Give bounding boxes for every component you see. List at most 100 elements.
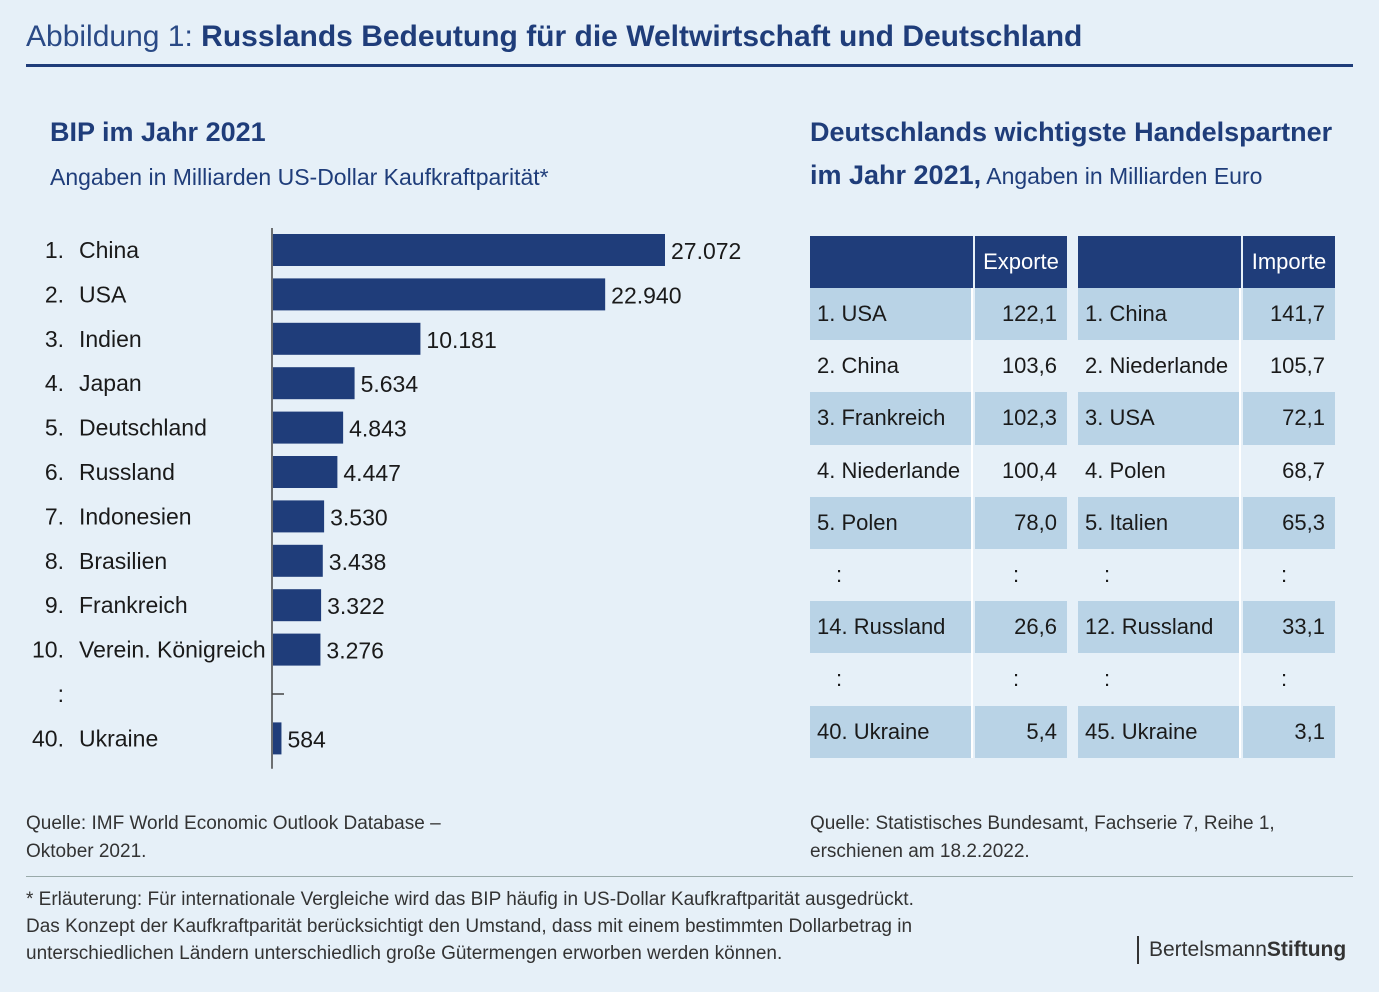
table-title-bold: im Jahr 2021, [810,160,982,190]
imports-country-cell: 2. Niederlande [1078,340,1241,393]
imports-header: Importe [1243,236,1335,288]
left-source-line1: Quelle: IMF World Economic Outlook Datab… [26,813,441,834]
imports-value-cell: 33,1 [1243,601,1335,654]
exports-value-cell: 5,4 [975,705,1067,758]
rank-label: 9. [45,592,64,618]
rank-label: 6. [45,459,64,485]
bar [273,589,322,622]
rank-label: 40. [32,725,64,751]
footer-rule [26,876,1353,877]
value-label: 10.181 [426,327,496,353]
imports-country-cell: 1. China [1078,288,1241,341]
exports-value-cell: : [975,653,1067,706]
category-label: Indonesien [79,503,192,529]
category-label: China [79,237,139,263]
category-label: Deutschland [79,415,207,441]
bar-chart-subtitle: Angaben in Milliarden US-Dollar Kaufkraf… [50,164,549,190]
imports-country-cell: : [1078,653,1241,706]
category-label: USA [79,281,127,307]
imports-value-cell: 141,7 [1243,288,1335,341]
imports-value-cell: : [1243,549,1335,602]
imports-value-cell: 105,7 [1243,340,1335,393]
figure-title: Russlands Bedeutung für die Weltwirtscha… [201,20,1083,53]
rank-label: 7. [45,503,64,529]
value-label: 3.276 [326,638,384,664]
brand-part2: Stiftung [1266,938,1347,961]
exports-country-cell: 2. China [810,340,973,393]
category-label: Verein. Königreich [79,637,266,663]
exports-country-cell: 3. Frankreich [810,392,973,445]
right-source-line2: erschienen am 18.2.2022. [810,841,1030,862]
bar [273,367,355,400]
value-label: 22.940 [611,282,681,308]
value-label: 3.322 [327,593,385,619]
exports-value-cell: 78,0 [975,496,1067,549]
exports-header: Exporte [975,236,1067,288]
value-label: 584 [287,726,326,752]
exports-value-cell: 122,1 [975,288,1067,341]
value-label: 3.438 [329,549,387,575]
imports-value-cell: 3,1 [1243,705,1335,758]
imports-value-cell: 68,7 [1243,444,1335,497]
exports-value-cell: 26,6 [975,601,1067,654]
footnote: * Erläuterung: Für internationale Vergle… [26,886,1026,967]
rank-label: 1. [45,237,64,263]
bar [273,722,282,755]
bar [273,633,321,666]
value-label: 27.072 [671,238,741,264]
imports-country-cell: 3. USA [1078,392,1241,445]
bar [273,278,606,311]
bar [273,456,338,488]
rank-label: 10. [32,637,64,663]
gdp-bar-chart: 1. China 27.072 2. USA 22.940 3. Indien 10.181 4.… [32,228,741,769]
header-rule [26,64,1353,67]
bar [273,544,323,577]
imports-value-cell: : [1243,653,1335,706]
right-source-line1: Quelle: Statistisches Bundesamt, Fachser… [810,813,1275,834]
figure-number: Abbildung 1: [26,20,193,53]
exports-value-cell: : [975,549,1067,602]
footnote-line3: unterschiedlichen Ländern unterschiedlic… [26,943,783,964]
exports-country-cell: 14. Russland [810,601,973,654]
exports-country-cell: 40. Ukraine [810,705,973,758]
brand-logo: BertelsmannStiftung [1137,936,1346,964]
value-label: 4.447 [343,460,401,486]
left-source: Quelle: IMF World Economic Outlook Datab… [26,810,441,866]
exports-country-cell: : [810,653,973,706]
exports-value-cell: 102,3 [975,392,1067,445]
bar [273,500,325,533]
imports-country-cell: 45. Ukraine [1078,705,1241,758]
bar [273,322,421,355]
value-label: 5.634 [361,371,419,397]
category-label: Japan [79,370,142,396]
bar-chart-title: BIP im Jahr 2021 [50,117,266,147]
rank-label: 8. [45,548,64,574]
category-label: Indien [79,326,142,352]
rank-label: 3. [45,326,64,352]
left-source-line2: Oktober 2021. [26,841,147,862]
right-source: Quelle: Statistisches Bundesamt, Fachser… [810,810,1275,866]
brand-part1: Bertelsmann [1149,938,1267,961]
table-title-rest: Angaben in Milliarden Euro [981,163,1263,189]
category-label: Brasilien [79,548,167,574]
imports-country-cell: 4. Polen [1078,444,1241,497]
bar [273,411,344,444]
bar [273,234,665,266]
category-label: Frankreich [79,592,188,618]
exports-value-cell: 103,6 [975,340,1067,393]
rank-label: : [58,681,64,707]
imports-country-cell: 5. Italien [1078,496,1241,549]
imports-country-cell: 12. Russland [1078,601,1241,654]
rank-label: 5. [45,415,64,441]
exports-country-cell: 1. USA [810,288,973,341]
category-label: Ukraine [79,725,158,751]
figure-header: Abbildung 1: Russlands Bedeutung für die… [26,20,1082,54]
imports-value-cell: 72,1 [1243,392,1335,445]
exports-country-cell: 4. Niederlande [810,444,973,497]
exports-country-cell: 5. Polen [810,496,973,549]
rank-label: 2. [45,281,64,307]
value-label: 3.530 [330,504,388,530]
exports-country-cell: : [810,549,973,602]
footnote-line2: Das Konzept der Kaufkraftparität berücks… [26,916,913,937]
table-title-line1: Deutschlands wichtigste Handelspartner [810,117,1333,147]
